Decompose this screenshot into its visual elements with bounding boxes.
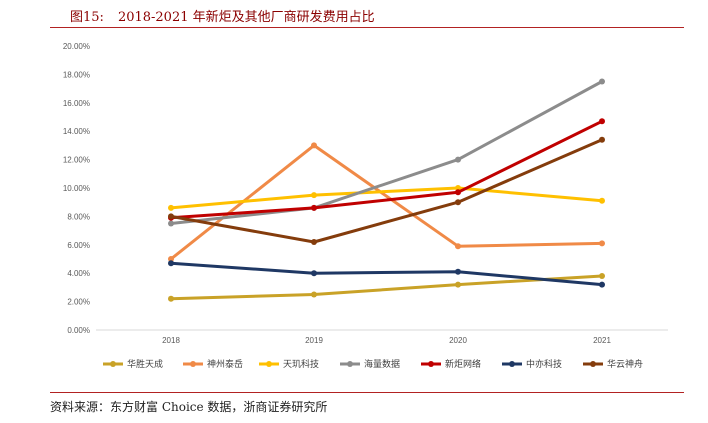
series-line — [169, 80, 604, 225]
series-layer — [168, 78, 605, 302]
data-point — [599, 197, 605, 204]
legend-item: 中亦科技 — [502, 358, 562, 370]
data-point — [455, 185, 461, 191]
y-tick-label: 14.00% — [63, 127, 90, 136]
source-note: 资料来源：东方财富 Choice 数据，浙商证券研究所 — [50, 400, 328, 414]
x-tick-label: 2018 — [162, 336, 180, 345]
legend-label: 新炬网络 — [445, 358, 481, 370]
legend-swatch-marker — [590, 361, 596, 367]
series-line — [169, 274, 604, 301]
bottom-rule — [50, 392, 684, 393]
figure-header: 图15: 2018-2021 年新炬及其他厂商研发费用占比 — [70, 5, 375, 25]
data-point — [455, 281, 461, 288]
legend-label: 华胜天成 — [127, 358, 163, 370]
y-tick-label: 2.00% — [67, 298, 90, 307]
legend-swatch-marker — [110, 361, 116, 367]
legend-swatch-marker — [347, 361, 353, 367]
legend-label: 海量数据 — [364, 358, 400, 370]
series-line — [169, 119, 604, 220]
legend-item: 新炬网络 — [421, 358, 481, 370]
data-point — [599, 78, 605, 85]
legend-label: 天玑科技 — [283, 358, 319, 370]
data-point — [311, 142, 317, 149]
data-point — [311, 291, 317, 298]
series-中亦科技 — [168, 260, 605, 288]
legend-item: 海量数据 — [340, 358, 400, 370]
y-tick-label: 6.00% — [67, 241, 90, 250]
x-tick-label: 2020 — [449, 336, 467, 345]
series-华胜天成 — [168, 273, 605, 302]
data-point — [311, 204, 317, 211]
figure-title: 2018-2021 年新炬及其他厂商研发费用占比 — [117, 9, 375, 25]
data-point — [599, 136, 605, 143]
data-point — [455, 189, 461, 196]
y-tick-label: 10.00% — [63, 184, 90, 193]
y-tick-label: 0.00% — [67, 326, 90, 335]
legend-label: 中亦科技 — [526, 358, 562, 370]
top-rule — [50, 27, 684, 28]
series-天玑科技 — [168, 185, 605, 211]
data-point — [455, 268, 461, 275]
y-tick-label: 18.00% — [63, 70, 90, 79]
y-tick-label: 20.00% — [63, 42, 90, 51]
legend-label: 神州泰岳 — [207, 358, 243, 370]
legend-item: 华胜天成 — [103, 358, 163, 370]
series-新炬网络 — [168, 118, 605, 221]
data-point — [168, 256, 174, 262]
data-point — [168, 220, 174, 227]
data-point — [599, 273, 605, 279]
data-point — [311, 270, 317, 277]
series-line — [169, 186, 604, 210]
data-point — [168, 204, 174, 211]
data-point — [599, 281, 605, 288]
x-tick-label: 2019 — [305, 336, 323, 345]
legend-swatch-marker — [266, 361, 272, 367]
legend-label: 华云神舟 — [607, 358, 643, 370]
legend: 华胜天成 神州泰岳 天玑科技 海量数据 新炬网络 中亦科技 华云神舟 — [103, 358, 643, 370]
y-tick-label: 4.00% — [67, 269, 90, 278]
legend-item: 天玑科技 — [259, 358, 319, 370]
series-line — [169, 138, 604, 244]
legend-swatch-marker — [509, 361, 515, 367]
data-point — [168, 213, 174, 220]
data-point — [311, 192, 317, 199]
data-point — [599, 240, 605, 247]
x-tick-label: 2021 — [593, 336, 611, 345]
data-point — [455, 156, 461, 163]
y-tick-label: 16.00% — [63, 99, 90, 108]
figure-number: 图15: — [70, 9, 104, 25]
y-tick-label: 12.00% — [63, 156, 90, 165]
chart-axes: 0.00% 2.00% 4.00% 6.00% 8.00% 10.00% 12.00% 14.… — [63, 42, 668, 345]
data-point — [168, 260, 174, 267]
legend-swatch-marker — [428, 361, 434, 367]
legend-item: 华云神舟 — [583, 358, 643, 370]
data-point — [311, 239, 317, 245]
y-tick-label: 8.00% — [67, 212, 90, 221]
data-point — [455, 243, 461, 250]
series-line — [169, 261, 604, 287]
data-point — [599, 118, 605, 125]
data-point — [455, 199, 461, 206]
series-华云神舟 — [168, 136, 605, 245]
data-point — [168, 295, 174, 302]
legend-swatch-marker — [190, 361, 196, 367]
legend-item: 神州泰岳 — [183, 358, 243, 370]
